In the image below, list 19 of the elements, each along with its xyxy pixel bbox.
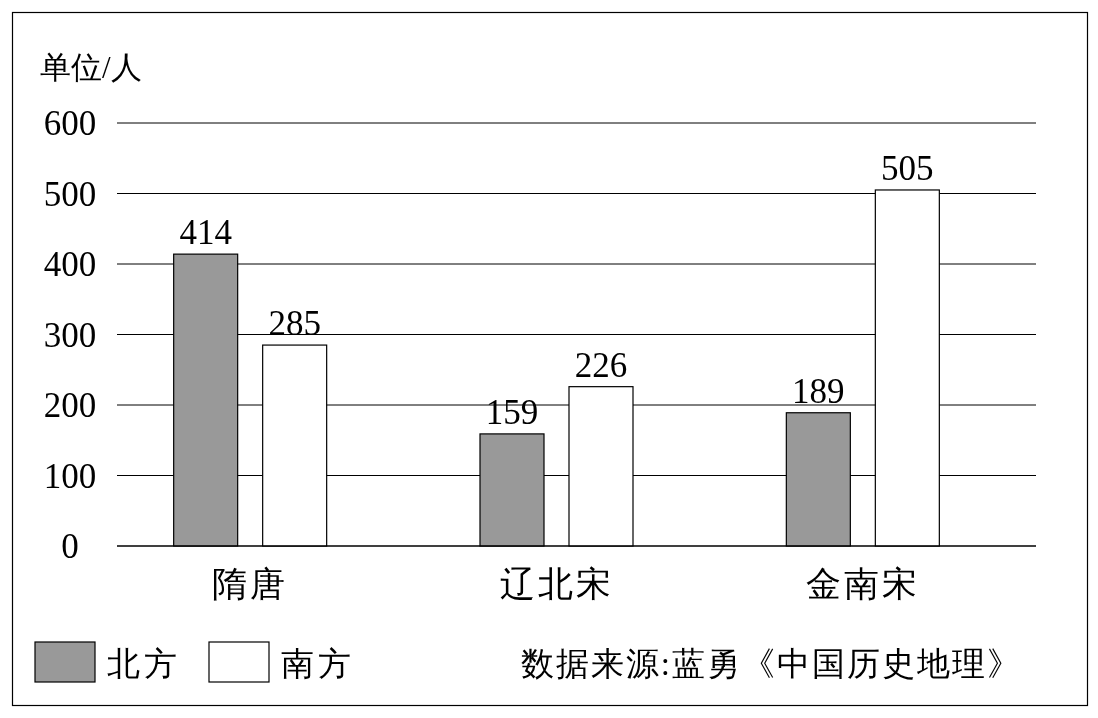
legend-label: 南方 xyxy=(281,646,355,682)
y-tick-label: 600 xyxy=(43,104,97,143)
y-tick-label: 0 xyxy=(61,527,79,566)
source-note: 数据来源:蓝勇《中国历史地理》 xyxy=(520,646,1022,682)
y-tick-label: 300 xyxy=(43,315,97,355)
y-tick-label: 100 xyxy=(43,456,97,496)
x-tick-label: 辽北宋 xyxy=(499,565,614,604)
legend-label: 北方 xyxy=(107,646,181,682)
data-label: 159 xyxy=(485,392,539,432)
x-tick-label: 金南宋 xyxy=(805,565,920,604)
y-axis-title: 单位/人 xyxy=(40,50,142,85)
data-label: 505 xyxy=(881,148,934,188)
x-tick-label: 隋唐 xyxy=(212,565,289,604)
data-label: 414 xyxy=(179,213,232,253)
y-tick-label: 200 xyxy=(43,386,97,425)
data-label: 226 xyxy=(574,345,628,385)
y-tick-label: 500 xyxy=(43,174,97,214)
y-tick-label: 400 xyxy=(43,245,97,284)
data-label: 189 xyxy=(792,371,845,411)
